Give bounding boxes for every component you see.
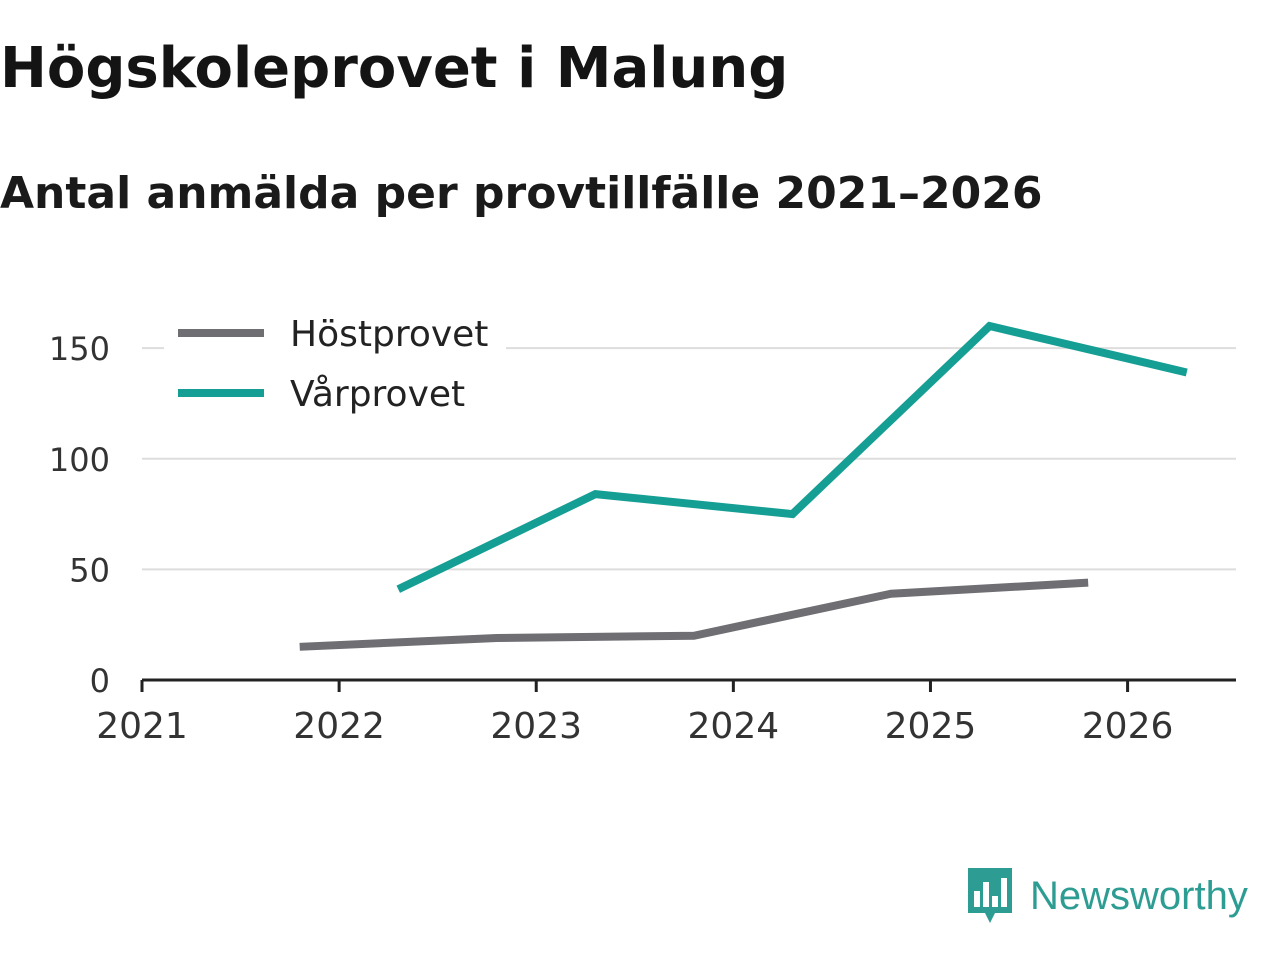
chart-title: Högskoleprovet i Malung bbox=[0, 36, 789, 101]
chart-subtitle: Antal anmälda per provtillfälle 2021–202… bbox=[0, 168, 1043, 219]
x-tick-label: 2025 bbox=[885, 706, 977, 747]
newsworthy-logo-icon bbox=[968, 868, 1012, 923]
legend-background bbox=[164, 306, 506, 424]
y-tick-label: 0 bbox=[90, 662, 110, 700]
data-point bbox=[394, 585, 402, 593]
data-point bbox=[690, 632, 698, 640]
x-tick-label: 2026 bbox=[1082, 706, 1174, 747]
data-point bbox=[1183, 368, 1191, 376]
legend: Höstprovet Vårprovet bbox=[164, 306, 506, 424]
x-tick-label: 2021 bbox=[96, 706, 188, 747]
legend-label: Höstprovet bbox=[290, 314, 488, 355]
y-tick-label: 100 bbox=[49, 441, 110, 479]
series-line-hostprovet bbox=[299, 578, 1089, 651]
data-point bbox=[1084, 579, 1092, 587]
x-axis: 2021 2022 2023 2024 2025 2026 bbox=[96, 678, 1236, 747]
brand-name: Newsworthy bbox=[1030, 873, 1248, 918]
legend-label: Vårprovet bbox=[290, 374, 465, 415]
y-axis-labels: 0 50 100 150 bbox=[49, 330, 110, 700]
x-tick-label: 2023 bbox=[490, 706, 582, 747]
data-point bbox=[296, 643, 304, 651]
data-point bbox=[493, 634, 501, 642]
series-lines bbox=[296, 321, 1191, 651]
y-tick-label: 50 bbox=[69, 551, 110, 589]
y-tick-label: 150 bbox=[49, 330, 110, 368]
data-point bbox=[986, 322, 994, 330]
x-tick-label: 2024 bbox=[688, 706, 780, 747]
x-tick-label: 2022 bbox=[293, 706, 385, 747]
data-point bbox=[788, 510, 796, 518]
data-point bbox=[591, 490, 599, 498]
newsworthy-logo: Newsworthy bbox=[964, 864, 1248, 928]
series-line-varprovet bbox=[396, 321, 1188, 593]
data-point bbox=[887, 590, 895, 598]
